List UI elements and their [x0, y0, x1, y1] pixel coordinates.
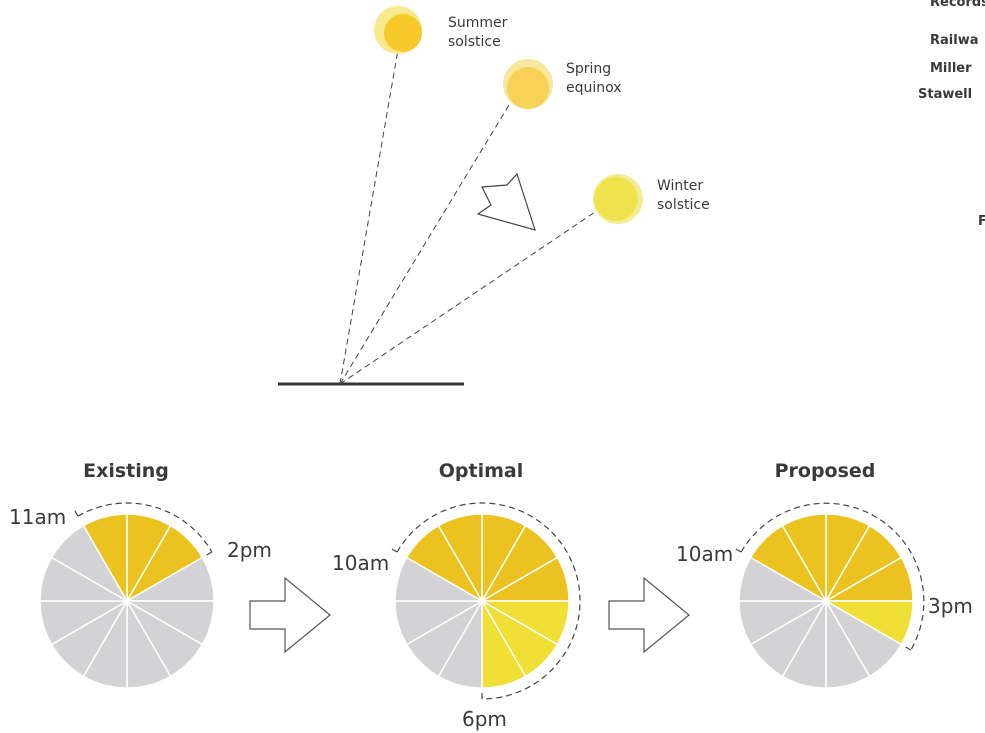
- sunlight-span-tick: [735, 548, 742, 553]
- sunlight-span-arc: [396, 502, 581, 700]
- proposed-end-time-label: 3pm: [928, 594, 973, 618]
- winter-sun-label-line1: Winter: [657, 178, 703, 194]
- summer-sun-label-line2: solstice: [448, 34, 501, 50]
- summer-sun-core: [384, 14, 422, 52]
- sunlight-span-tick: [206, 551, 213, 556]
- optimal-start-time-label: 10am: [332, 551, 389, 575]
- winter-sun-icon: [593, 174, 643, 224]
- sunlight-span-arc: [740, 502, 925, 651]
- winter-sun-core: [594, 177, 638, 221]
- spring-sun-ray: [339, 104, 510, 385]
- pie-slice-sunlit: [437, 513, 483, 604]
- existing-end-time-label: 2pm: [227, 538, 272, 562]
- pie-title-optimal: Optimal: [439, 460, 523, 482]
- pie-title-existing: Existing: [83, 460, 169, 482]
- pie-existing: [39, 502, 215, 689]
- summer-sun-icon: [374, 6, 422, 54]
- pie-optimal: [391, 502, 581, 700]
- edge-label-records: Records: [930, 0, 985, 10]
- summer-sun-ray: [339, 49, 399, 385]
- spring-sun-core: [507, 67, 549, 109]
- transition-arrow-icon: [249, 576, 331, 654]
- sunlight-span-tick: [74, 510, 79, 517]
- optimal-end-time-label: 6pm: [462, 707, 507, 731]
- sunlight-span-tick: [391, 548, 398, 553]
- edge-label-railway: Railwa: [930, 33, 978, 48]
- pie-slice-sunlit: [781, 513, 827, 604]
- winter-sun-label-line2: solstice: [657, 197, 710, 213]
- sunlight-span-tick: [905, 646, 912, 651]
- transition-arrow-icon: [608, 576, 690, 654]
- pie-slice-sunlit: [82, 513, 128, 604]
- edge-label-f: F: [978, 214, 985, 229]
- sun-path-arrow-icon: [476, 172, 536, 231]
- sunlight-span-arc: [77, 502, 213, 553]
- proposed-start-time-label: 10am: [676, 542, 733, 566]
- winter-sun-ray: [339, 209, 599, 385]
- pie-title-proposed: Proposed: [775, 460, 876, 482]
- spring-sun-icon: [503, 59, 553, 109]
- edge-label-stawell: Stawell: [918, 87, 972, 102]
- edge-label-miller: Miller: [930, 61, 972, 76]
- pie-proposed: [735, 502, 925, 689]
- summer-sun-label-line1: Summer: [448, 15, 508, 31]
- existing-start-time-label: 11am: [9, 505, 66, 529]
- spring-sun-label-line2: equinox: [566, 80, 622, 96]
- spring-sun-label-line1: Spring: [566, 61, 611, 77]
